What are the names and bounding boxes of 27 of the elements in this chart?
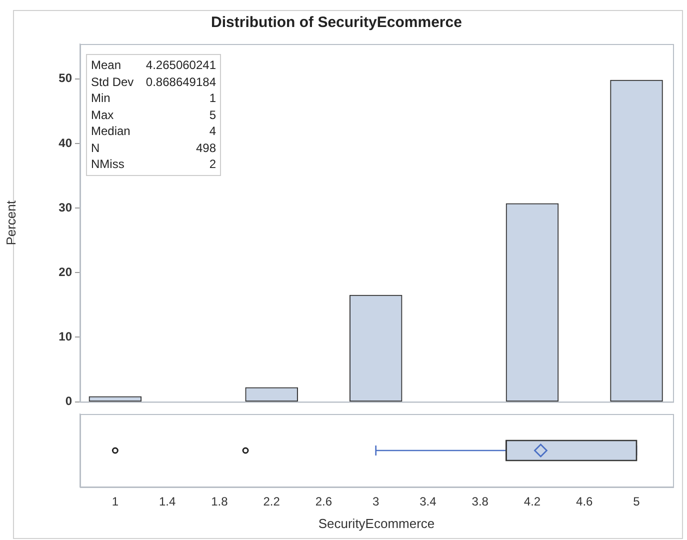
y-tick-label: 30 bbox=[58, 200, 72, 214]
x-tick-label: 5 bbox=[633, 494, 640, 509]
text: N 498 bbox=[91, 140, 216, 154]
annotation: Std Dev 0.868649184 bbox=[91, 74, 216, 90]
x-tick-label: 3.4 bbox=[420, 494, 437, 509]
y-tick-label: 0 bbox=[65, 394, 72, 408]
y-axis-title: Percent bbox=[3, 200, 18, 246]
x-tick-label: 4.2 bbox=[524, 494, 541, 509]
y-tick-label: 10 bbox=[58, 330, 72, 344]
x-tick-label: 3.8 bbox=[472, 494, 489, 509]
x-tick-label: 3 bbox=[372, 494, 380, 509]
text: NMiss 2 bbox=[91, 157, 216, 171]
text: Min 1 bbox=[91, 91, 216, 105]
x-tick-label: 2.6 bbox=[315, 494, 332, 509]
text: Max 5 bbox=[91, 108, 216, 122]
x-tick-label: 1.4 bbox=[158, 494, 176, 509]
text: Mean 4.265060241 bbox=[91, 58, 216, 72]
chart-title: Distribution of SecurityEcommerce bbox=[211, 14, 462, 32]
y-tick-label: 50 bbox=[58, 71, 72, 86]
y-tick-label: 20 bbox=[58, 264, 72, 279]
y-tick-label: 40 bbox=[58, 136, 72, 150]
x-tick-label: 1 bbox=[112, 494, 119, 509]
x-tick-label: 4.6 bbox=[576, 494, 594, 509]
text: Median 4 bbox=[91, 124, 216, 138]
x-tick-label: 1.8 bbox=[211, 494, 228, 509]
x-axis-title: SecurityEcommerce bbox=[318, 516, 435, 531]
x-tick-label: 2.2 bbox=[263, 494, 280, 509]
